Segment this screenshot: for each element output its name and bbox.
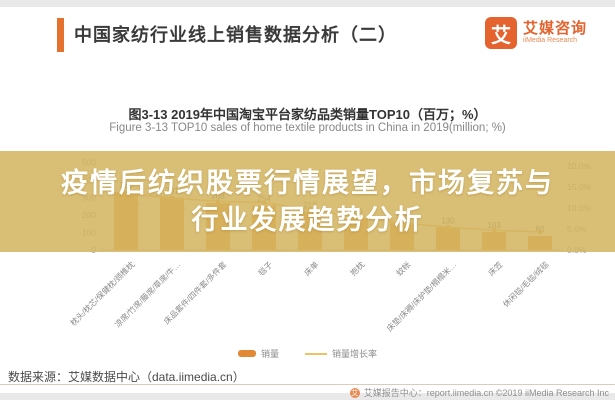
legend-item-growth: 销量增长率	[305, 347, 377, 360]
svg-text:床单: 床单	[302, 259, 320, 277]
watermark-line1: 疫情后纺织股票行情展望，市场复苏与	[61, 168, 554, 199]
page-title: 中国家纺行业线上销售数据分析（二）	[74, 25, 397, 45]
legend-sales-label: 销量	[260, 349, 279, 359]
chart-title: 图3-13 2019年中国淘宝平台家纺品类销量TOP10（百万；%）	[128, 107, 487, 122]
svg-text:休闲毯/毛毯/绒毯: 休闲毯/毛毯/绒毯	[501, 259, 551, 309]
report-center-label: 艾媒报告中心：report.iimedia.cn ©2019 iiMedia R…	[363, 388, 609, 398]
chart-subtitle: Figure 3-13 TOP10 sales of home textile …	[109, 122, 506, 134]
chart-legend: 销量 销量增长率	[0, 347, 615, 360]
iimedia-logo-icon: 艾	[484, 17, 517, 49]
header: 中国家纺行业线上销售数据分析（二） 艾 艾媒咨询 iiMedia Researc…	[0, 7, 615, 67]
category-labels: 枕头/枕芯/保健枕/颈椎枕凉席/竹席/藤席/草席/牛…床品套件/四件套/多件套毯…	[68, 259, 550, 333]
brand-name-en: iiMedia Research	[522, 37, 578, 45]
bar-swatch-icon	[237, 350, 256, 357]
iimedia-badge-icon: 艾	[349, 387, 360, 398]
brand-logo: 艾 艾媒咨询 iiMedia Research	[484, 17, 587, 49]
svg-text:毯子: 毯子	[256, 259, 274, 277]
svg-text:抱枕: 抱枕	[348, 259, 366, 277]
title-accent-bar	[57, 18, 64, 52]
brand-name-cn: 艾媒咨询	[522, 20, 587, 38]
data-source-text: 数据来源：艾媒数据中心（data.iimedia.cn）	[8, 370, 245, 384]
footer-divider	[0, 384, 615, 385]
svg-text:床笠: 床笠	[486, 259, 504, 277]
watermark-line2: 行业发展趋势分析	[191, 204, 424, 235]
watermark-overlay: 疫情后纺织股票行情展望，市场复苏与 行业发展趋势分析	[0, 151, 615, 252]
legend-item-sales: 销量	[237, 347, 279, 360]
line-swatch-icon	[305, 352, 327, 355]
legend-growth-label: 销量增长率	[332, 349, 378, 359]
svg-text:蚊帐: 蚊帐	[394, 259, 412, 277]
report-center-text: 艾 艾媒报告中心：report.iimedia.cn ©2019 iiMedia…	[349, 386, 609, 399]
brand-text: 艾媒咨询 iiMedia Research	[523, 21, 587, 44]
